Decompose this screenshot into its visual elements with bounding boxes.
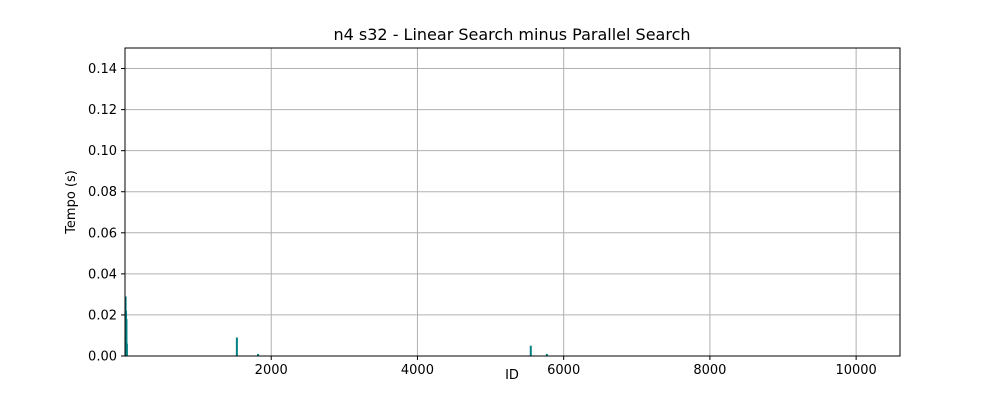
chart-title: n4 s32 - Linear Search minus Parallel Se…	[334, 25, 691, 44]
axis-ticks: 2000 4000 6000 8000 10000 0.00 0.02 0.04 0.06 0.0…	[88, 62, 877, 378]
x-tick-label: 8000	[693, 363, 726, 378]
y-tick-label: 0.12	[88, 103, 117, 118]
x-tick-label: 4000	[401, 363, 434, 378]
data-bar	[545, 353, 548, 356]
data-bar	[125, 319, 128, 356]
x-tick-label: 6000	[547, 363, 580, 378]
x-axis-label: ID	[505, 368, 519, 383]
plot-frame	[124, 47, 901, 357]
x-tick-label: 10000	[835, 363, 876, 378]
y-tick-label: 0.02	[88, 308, 117, 323]
data-bar	[125, 343, 128, 356]
y-tick-label: 0.06	[88, 226, 117, 241]
y-tick-label: 0.04	[88, 267, 117, 282]
y-tick-label: 0.10	[88, 144, 117, 159]
data-bar	[257, 353, 260, 356]
y-tick-label: 0.08	[88, 185, 117, 200]
x-tick-label: 2000	[255, 363, 288, 378]
data-bar	[235, 337, 238, 356]
data-bars	[124, 296, 548, 356]
y-axis-label: Tempo (s)	[64, 170, 79, 235]
data-bar	[529, 345, 532, 356]
y-tick-label: 0.00	[88, 350, 117, 365]
y-tick-label: 0.14	[88, 62, 117, 77]
